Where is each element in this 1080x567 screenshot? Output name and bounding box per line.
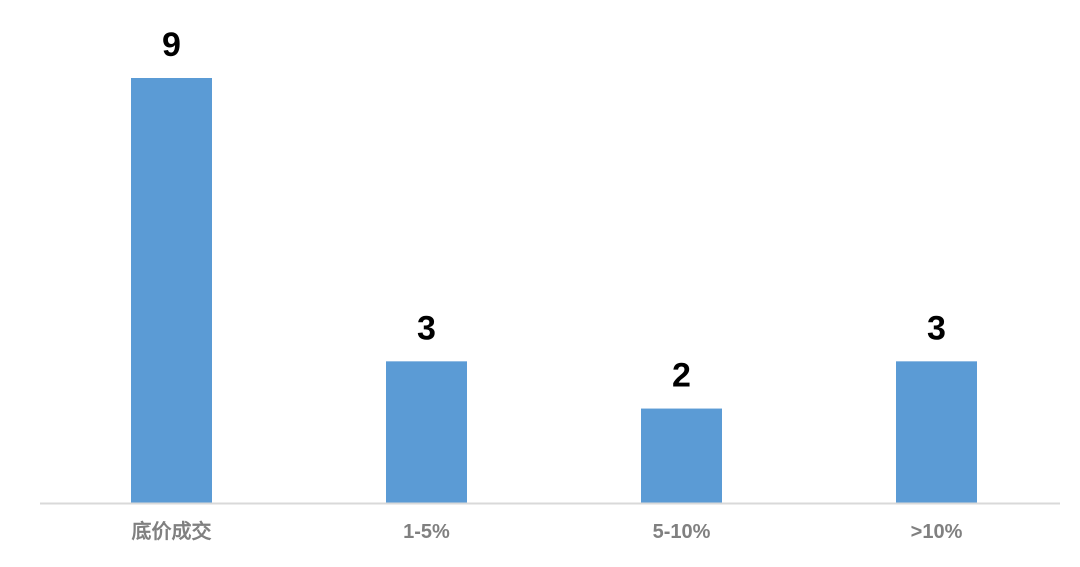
bar: [641, 408, 722, 503]
bar: [896, 361, 977, 503]
bar: [386, 361, 467, 503]
data-label: 2: [672, 357, 691, 395]
x-tick-label: 1-5%: [403, 521, 450, 543]
x-tick-label: 底价成交: [132, 519, 212, 543]
data-label: 3: [417, 309, 436, 347]
data-label: 9: [162, 26, 181, 64]
data-label: 3: [927, 309, 946, 347]
bar: [131, 78, 212, 503]
x-tick-label: >10%: [911, 521, 963, 543]
x-tick-label: 5-10%: [653, 521, 711, 543]
